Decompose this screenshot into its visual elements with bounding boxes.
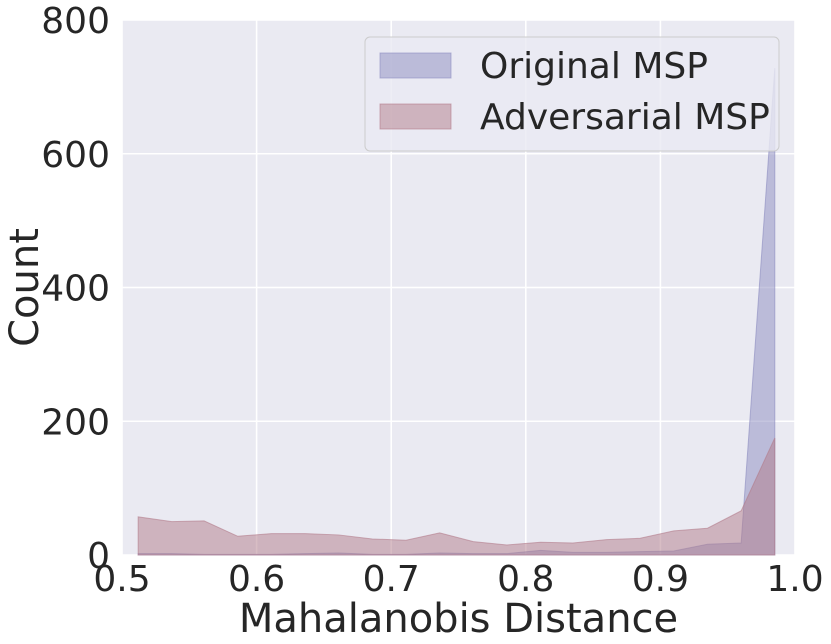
y-tick-label: 400 [41, 269, 110, 310]
x-axis-ticks: 0.5 0.6 0.7 0.8 0.9 1.0 [93, 559, 823, 600]
x-tick-label: 0.7 [363, 559, 420, 600]
y-tick-label: 0 [87, 536, 110, 577]
legend-label: Adversarial MSP [480, 97, 770, 138]
y-tick-label: 200 [41, 402, 110, 443]
x-tick-label: 0.5 [93, 559, 150, 600]
x-tick-label: 0.8 [497, 559, 554, 600]
y-tick-label: 600 [41, 135, 110, 176]
x-tick-label: 0.6 [228, 559, 285, 600]
x-tick-label: 0.9 [632, 559, 689, 600]
legend-label: Original MSP [480, 46, 708, 87]
series-area-adversarial-msp [137, 437, 776, 556]
legend-swatch [379, 52, 452, 79]
x-tick-label: 1.0 [766, 559, 823, 600]
y-axis-ticks: 0 200 400 600 800 [41, 1, 110, 577]
legend: Original MSP Adversarial MSP [364, 36, 780, 152]
x-axis-label: Mahalanobis Distance [239, 596, 678, 642]
legend-box [364, 36, 780, 152]
y-tick-label: 800 [41, 1, 110, 42]
y-axis-label: Count [2, 228, 48, 347]
series-areas [137, 68, 776, 556]
legend-swatch [379, 103, 452, 130]
